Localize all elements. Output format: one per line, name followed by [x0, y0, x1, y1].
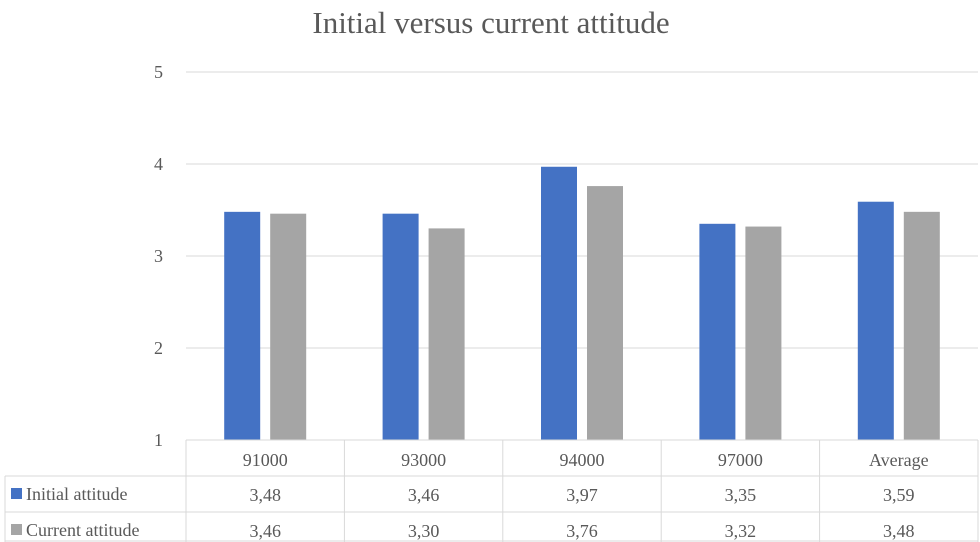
data-label: 3,48: [249, 485, 281, 505]
y-tick-label: 4: [154, 154, 163, 174]
bar-initial: [857, 201, 894, 440]
y-tick-label: 1: [154, 430, 163, 450]
data-label: 3,59: [883, 485, 915, 505]
legend-key: [11, 488, 22, 499]
y-tick-label: 2: [154, 338, 163, 358]
legend-key: [11, 524, 22, 535]
data-label: 3,46: [249, 521, 281, 541]
x-tick-label: 91000: [243, 450, 288, 470]
x-tick-label: 94000: [560, 450, 605, 470]
data-label: 3,46: [408, 485, 440, 505]
bar-current: [428, 228, 465, 440]
y-tick-label: 5: [154, 62, 163, 82]
bar-initial: [224, 211, 261, 440]
gridlines: [186, 71, 978, 349]
legend-label: Current attitude: [26, 520, 139, 540]
x-tick-label: Average: [869, 450, 929, 470]
legend-label: Initial attitude: [26, 484, 127, 504]
data-label: 3,97: [566, 485, 598, 505]
data-label: 3,30: [408, 521, 440, 541]
data-label: 3,32: [725, 521, 757, 541]
bar-current: [270, 213, 307, 440]
bar-initial: [699, 223, 736, 440]
data-table: 91000 93000 94000 97000 Average Initial attit…: [4, 439, 979, 542]
x-tick-label: 97000: [718, 450, 763, 470]
y-tick-label: 3: [154, 246, 163, 266]
bar-current: [903, 211, 940, 440]
bar-initial: [382, 213, 419, 440]
y-axis: 1 2 3 4 5: [154, 62, 163, 450]
bar-initial: [541, 166, 577, 440]
bar-current: [587, 186, 623, 440]
bar-current: [745, 226, 782, 440]
data-label: 3,76: [566, 521, 598, 541]
data-label: 3,48: [883, 521, 915, 541]
bars: [224, 166, 940, 440]
chart-title: Initial versus current attitude: [312, 5, 669, 40]
x-tick-label: 93000: [401, 450, 446, 470]
data-label: 3,35: [725, 485, 757, 505]
